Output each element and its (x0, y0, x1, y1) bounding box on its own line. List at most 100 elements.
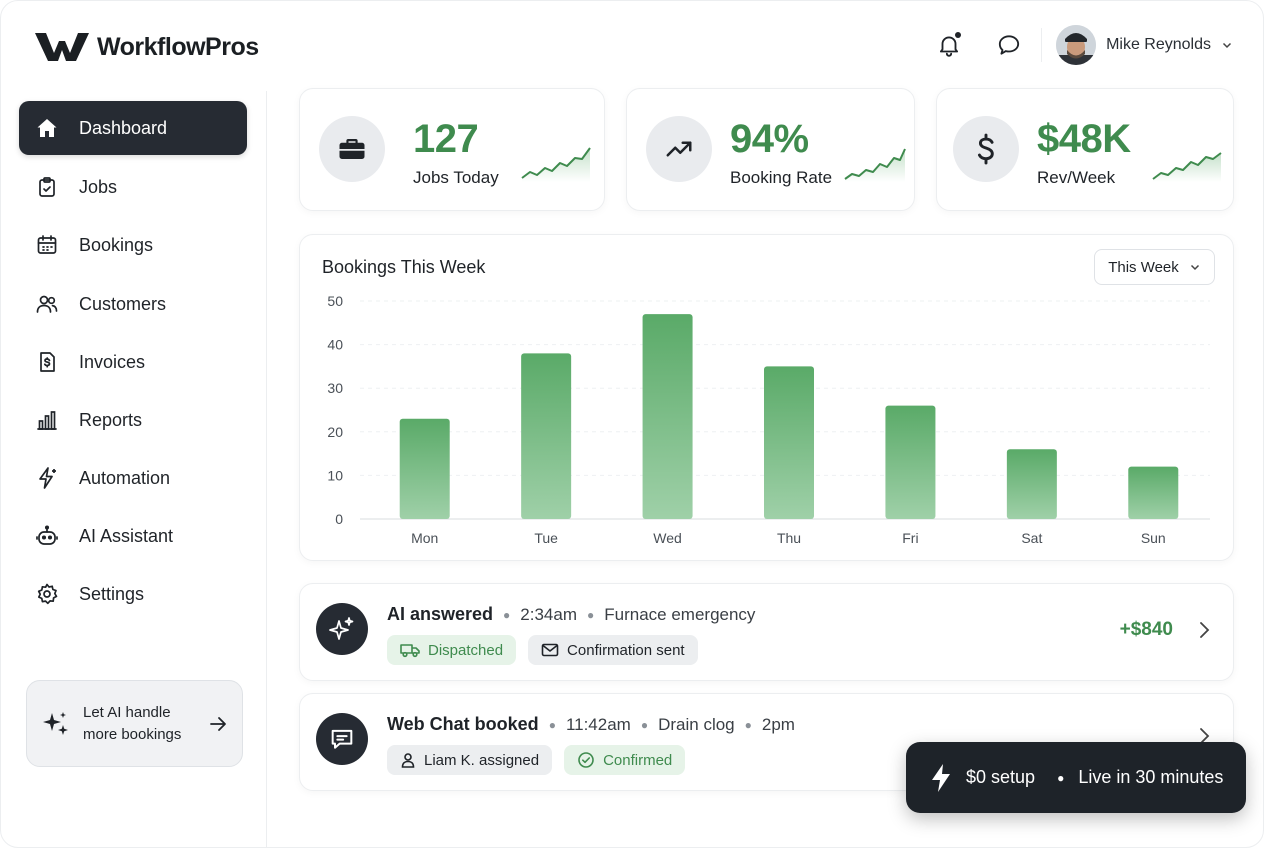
sparkline (521, 147, 591, 182)
ai-promo-text: Let AI handle more bookings (83, 702, 196, 746)
sidebar-item-customers[interactable]: Customers (19, 277, 247, 331)
toast-setup: $0 setup (966, 767, 1036, 787)
sidebar-item-label: Invoices (79, 351, 146, 372)
sidebar-item-label: Reports (79, 409, 143, 430)
trend-up-icon (666, 141, 692, 157)
activity-time: 11:42am (565, 714, 631, 734)
notifications-button[interactable] (929, 25, 969, 65)
user-menu[interactable]: Mike Reynolds (1056, 25, 1233, 65)
activity-detail: Drain clog (658, 714, 735, 734)
sidebar-item-reports[interactable]: Reports (19, 393, 247, 447)
home-icon (37, 119, 57, 137)
status-badge-label: Liam K. assigned (424, 751, 540, 769)
ai-promo-line1: Let AI handle (83, 703, 171, 721)
bar-thu (764, 366, 814, 519)
activity-title: Web Chat booked (387, 714, 539, 734)
activity-time: 2:34am (520, 604, 577, 624)
bar-fri (885, 405, 936, 519)
activity-extra: 2pm (761, 714, 795, 734)
chevron-down-icon (1222, 42, 1232, 49)
arrow-right-icon (210, 716, 226, 731)
bookings-chart: 0 10 20 30 40 50 Mon Tue Wed Thu Fri Sat Sun (327, 293, 1210, 546)
app-name: WorkflowPros (97, 32, 259, 61)
sidebar-item-bookings[interactable]: Bookings (19, 218, 247, 272)
bar-tue (521, 353, 572, 519)
chat-bubble-icon (331, 729, 353, 749)
invoice-icon (40, 352, 55, 372)
separator-dot: ● (503, 607, 511, 622)
stat-icon-bg (953, 116, 1019, 182)
status-badge-confirmation: Confirmation sent (528, 635, 698, 665)
sidebar-item-settings[interactable]: Settings (19, 567, 247, 621)
activity-icon-bg (316, 603, 368, 655)
chevron-right-icon[interactable] (1197, 726, 1211, 746)
stat-value: 127 (413, 117, 479, 161)
sidebar-item-invoices[interactable]: Invoices (19, 335, 247, 389)
sidebar-item-ai-assistant[interactable]: AI Assistant (19, 509, 247, 563)
stat-label: Jobs Today (413, 168, 499, 187)
calendar-icon (37, 235, 57, 254)
stat-card-revenue[interactable]: $48K Rev/Week (936, 88, 1234, 211)
stat-label: Booking Rate (730, 168, 833, 187)
logo-mark-icon (35, 33, 89, 61)
activity-summary: Web Chat booked ● 11:42am ● Drain clog ●… (387, 714, 795, 735)
activity-row[interactable]: AI answered ● 2:34am ● Furnace emergency… (299, 583, 1234, 681)
promo-toast[interactable]: $0 setup ● Live in 30 minutes (906, 742, 1246, 813)
chart-title: Bookings This Week (322, 257, 486, 277)
check-circle-icon (578, 752, 594, 768)
activity-amount: +$840 (1119, 619, 1173, 640)
separator-dot: ● (1057, 770, 1065, 785)
y-tick-label: 20 (327, 424, 343, 440)
period-select[interactable]: This Week (1094, 249, 1215, 285)
sidebar-item-label: Bookings (79, 234, 154, 255)
sidebar-item-dashboard[interactable]: Dashboard (19, 101, 247, 155)
stat-value: $48K (1037, 117, 1131, 161)
x-tick-label: Wed (653, 530, 682, 546)
sidebar-item-label: Automation (79, 467, 171, 488)
stat-card-booking-rate[interactable]: 94% Booking Rate (626, 88, 915, 211)
bell-icon (940, 36, 959, 57)
sidebar-item-automation[interactable]: Automation (19, 451, 247, 505)
gear-icon (37, 583, 58, 605)
activity-chips: Dispatched Confirmation sent (387, 635, 698, 665)
x-tick-label: Fri (902, 530, 918, 546)
activity-chips: Liam K. assigned Confirmed (387, 745, 686, 775)
x-tick-label: Sun (1141, 530, 1166, 546)
sparkles-icon (43, 711, 68, 735)
sparkline (844, 148, 906, 182)
messages-button[interactable] (989, 25, 1029, 65)
x-tick-label: Tue (534, 530, 558, 546)
sidebar-item-jobs[interactable]: Jobs (19, 160, 247, 214)
dollar-icon (977, 133, 994, 165)
period-select-value: This Week (1108, 258, 1179, 276)
sidebar-item-label: Dashboard (79, 117, 168, 138)
briefcase-icon (339, 139, 365, 159)
x-tick-label: Sat (1021, 530, 1042, 546)
ai-promo-card[interactable]: Let AI handle more bookings (26, 680, 243, 767)
sparkle-bolt-icon (39, 467, 56, 489)
stat-icon-bg (646, 116, 712, 182)
users-icon (36, 295, 58, 313)
status-badge-label: Confirmation sent (567, 641, 685, 659)
bar-chart-icon (37, 411, 57, 430)
ai-promo-line2: more bookings (83, 725, 182, 743)
sidebar-item-label: Settings (79, 583, 145, 604)
x-tick-label: Mon (411, 530, 438, 546)
logo[interactable]: WorkflowPros (35, 31, 259, 63)
x-tick-label: Thu (777, 530, 801, 546)
truck-icon (400, 644, 420, 658)
mail-icon (541, 643, 559, 657)
sparkline (1152, 152, 1222, 182)
status-badge-label: Dispatched (428, 641, 504, 659)
separator-dot: ● (744, 717, 752, 732)
notification-dot (955, 32, 962, 38)
stat-label: Rev/Week (1037, 168, 1116, 187)
toast-live: Live in 30 minutes (1078, 767, 1224, 787)
bookings-chart-card: 0 10 20 30 40 50 Mon Tue Wed Thu Fri Sat Sun Booking… (299, 234, 1234, 561)
stat-card-jobs[interactable]: 127 Jobs Today (299, 88, 605, 211)
bar-sat (1006, 449, 1057, 519)
separator-dot: ● (587, 607, 595, 622)
chevron-right-icon[interactable] (1197, 620, 1211, 640)
chat-icon (998, 35, 1020, 55)
robot-icon (36, 525, 58, 545)
